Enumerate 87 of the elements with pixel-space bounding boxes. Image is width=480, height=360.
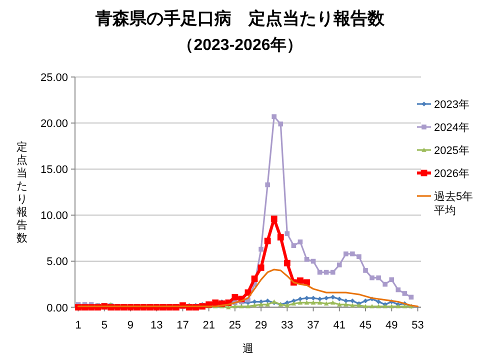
point — [350, 298, 355, 304]
y-tick-label: 10.00 — [40, 210, 68, 222]
x-axis-title: 週 — [242, 343, 254, 355]
point — [265, 302, 270, 306]
legend-label: 2026年 — [434, 168, 470, 180]
x-tick-label: 45 — [359, 319, 372, 332]
y-axis-title: 定点当たり報告数 — [16, 140, 28, 245]
legend-label: 2025年 — [434, 145, 470, 157]
point — [284, 231, 290, 236]
chart-subtitle: （2023-2026年） — [178, 36, 302, 54]
point — [376, 275, 381, 280]
x-tick-label: 25 — [228, 319, 242, 332]
point — [272, 114, 277, 120]
point — [363, 298, 368, 304]
point — [363, 304, 368, 308]
point — [350, 251, 355, 256]
x-tick-label: 1 — [75, 319, 82, 332]
point — [304, 300, 310, 305]
point — [324, 301, 329, 306]
x-tick-label: 37 — [307, 319, 320, 332]
point — [239, 304, 244, 308]
point — [258, 264, 264, 271]
point — [336, 262, 342, 268]
point — [252, 299, 257, 304]
point — [310, 300, 316, 305]
point — [278, 122, 284, 126]
point — [370, 275, 374, 280]
point — [232, 304, 238, 308]
x-tick-label: 21 — [202, 319, 215, 332]
point — [350, 303, 355, 308]
legend-label: 2023年 — [434, 99, 470, 111]
point — [298, 239, 303, 244]
point — [298, 300, 303, 305]
y-tick-label: 15.00 — [40, 164, 68, 176]
x-tick-label: 9 — [127, 319, 134, 332]
point — [304, 257, 310, 262]
point — [382, 282, 388, 287]
point — [356, 254, 362, 260]
x-tick-label: 33 — [281, 319, 294, 332]
x-tick-label: 13 — [150, 319, 163, 332]
point — [336, 296, 342, 302]
y-tick-label: 5.00 — [46, 256, 68, 268]
point — [344, 298, 348, 304]
point — [284, 303, 290, 308]
point — [389, 304, 394, 308]
x-tick-label: 41 — [333, 319, 346, 332]
x-tick-label: 29 — [254, 319, 268, 332]
point — [376, 299, 381, 304]
point — [258, 246, 264, 252]
y-tick-label: 0.00 — [46, 302, 68, 314]
x-tick-label: 53 — [412, 319, 424, 332]
chart-title: 青森県の手足口病 定点当たり報告数 — [94, 9, 386, 28]
point — [330, 300, 336, 305]
point — [344, 251, 348, 256]
point — [277, 234, 284, 240]
point — [251, 276, 258, 282]
point — [246, 304, 250, 308]
x-tick-label: 17 — [176, 319, 189, 332]
point — [265, 182, 270, 188]
point — [284, 260, 290, 266]
x-tick-label: 49 — [386, 319, 398, 332]
point — [376, 304, 381, 308]
x-tick-label: 5 — [101, 319, 108, 332]
point — [270, 216, 278, 222]
point — [265, 298, 270, 304]
point — [304, 296, 310, 300]
legend-label: 2024年 — [434, 122, 470, 134]
point — [330, 270, 336, 275]
point — [402, 291, 408, 296]
y-tick-label: 20.00 — [40, 118, 68, 130]
point — [291, 243, 296, 248]
point — [232, 294, 238, 300]
point — [317, 300, 322, 305]
legend-label: 過去5年平均 — [434, 190, 474, 217]
point — [324, 296, 329, 300]
point — [370, 304, 374, 308]
point — [363, 268, 368, 273]
point — [330, 294, 336, 300]
point — [310, 296, 316, 300]
point — [344, 302, 348, 306]
point — [252, 303, 257, 308]
point — [258, 302, 264, 306]
y-tick-label: 25.00 — [40, 72, 68, 84]
point — [336, 302, 342, 306]
point — [264, 238, 271, 244]
point — [291, 301, 296, 306]
point — [389, 277, 394, 282]
